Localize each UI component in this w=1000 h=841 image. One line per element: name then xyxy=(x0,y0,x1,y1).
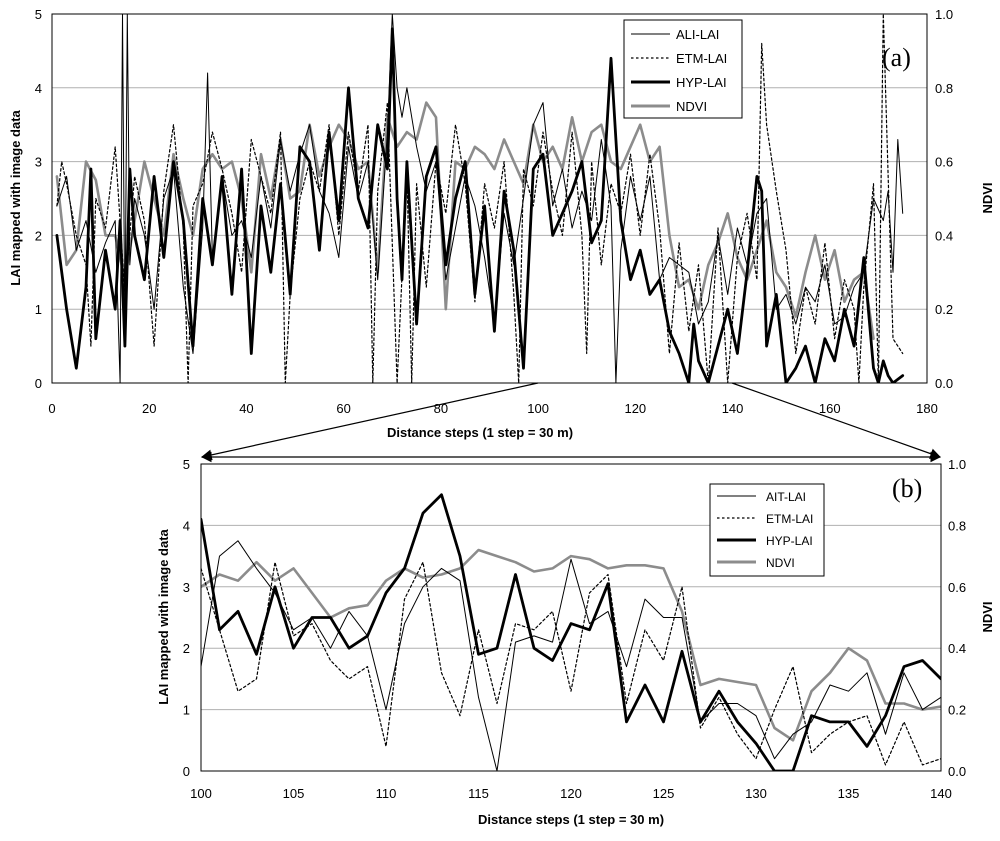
y-tick-label: 3 xyxy=(183,580,190,595)
y-tick-label: 5 xyxy=(183,457,190,472)
series-line-hyp-lai xyxy=(201,493,941,771)
panel-a-legend-label-hyp: HYP-LAI xyxy=(676,75,727,90)
y-tick-label: 4 xyxy=(183,518,190,533)
panel-b-x-axis-title: Distance steps (1 step = 30 m) xyxy=(478,812,664,827)
panel-a-y-tick-labels: 0 1 2 3 4 5 xyxy=(35,7,42,391)
y2-tick-label: 0.4 xyxy=(948,641,966,656)
y2-tick-label: 0.4 xyxy=(935,228,953,243)
panel-a-plot-frame xyxy=(51,13,928,384)
y2-tick-label: 0.2 xyxy=(935,302,953,317)
x-tick-label: 180 xyxy=(916,401,938,416)
panel-b-legend-label-ndvi: NDVI xyxy=(766,556,795,570)
series-line-etm-lai xyxy=(201,561,941,766)
y-tick-label: 3 xyxy=(35,155,42,170)
x-tick-label: 130 xyxy=(745,786,767,801)
series-line-ndvi xyxy=(201,548,941,742)
x-tick-label: 115 xyxy=(468,786,489,801)
panel-b-y-axis-title: LAI mapped with image data xyxy=(156,528,171,704)
series-line-ait-lai xyxy=(201,540,941,771)
x-tick-label: 40 xyxy=(239,401,253,416)
y-tick-label: 1 xyxy=(35,302,42,317)
x-tick-label: 0 xyxy=(48,401,55,416)
panel-a-x-axis-title: Distance steps (1 step = 30 m) xyxy=(387,425,573,440)
x-tick-label: 160 xyxy=(819,401,841,416)
y2-tick-label: 0.8 xyxy=(948,518,966,533)
panel-a-y-axis-title: LAI mapped with image data xyxy=(8,109,23,285)
y-tick-label: 2 xyxy=(35,228,42,243)
panel-a-legend-label-ndvi: NDVI xyxy=(676,99,707,114)
x-tick-label: 100 xyxy=(527,401,549,416)
panel-b-legend-label-hyp: HYP-LAI xyxy=(766,534,813,548)
panel-b-legend-label-ait: AIT-LAI xyxy=(766,490,806,504)
panel-b-series xyxy=(201,493,941,771)
x-tick-label: 20 xyxy=(142,401,156,416)
y2-tick-label: 0.8 xyxy=(935,81,953,96)
panel-a-legend-label-ali: ALI-LAI xyxy=(676,27,719,42)
panel-b-y2-tick-labels: 0.0 0.2 0.4 0.6 0.8 1.0 xyxy=(948,457,966,779)
y-tick-label: 5 xyxy=(35,7,42,22)
x-tick-label: 140 xyxy=(930,786,952,801)
panel-b-legend-label-etm: ETM-LAI xyxy=(766,512,813,526)
panel-a-label: (a) xyxy=(882,43,911,72)
panel-a-legend: ALI-LAI ETM-LAI HYP-LAI NDVI xyxy=(623,19,743,119)
y-tick-label: 1 xyxy=(183,703,190,718)
x-tick-label: 135 xyxy=(838,786,860,801)
y2-tick-label: 0.6 xyxy=(948,580,966,595)
x-tick-label: 105 xyxy=(283,786,305,801)
x-tick-label: 120 xyxy=(560,786,582,801)
y2-tick-label: 0.0 xyxy=(935,376,953,391)
zoom-connectors xyxy=(200,382,942,463)
y2-tick-label: 1.0 xyxy=(935,7,953,22)
y2-tick-label: 0.0 xyxy=(948,764,966,779)
panel-a-legend-label-etm: ETM-LAI xyxy=(676,51,727,66)
y-tick-label: 4 xyxy=(35,81,42,96)
y-tick-label: 0 xyxy=(35,376,42,391)
x-tick-label: 110 xyxy=(376,786,397,801)
y-tick-label: 0 xyxy=(183,764,190,779)
panel-a-series xyxy=(55,14,905,383)
series-line-hyp-lai xyxy=(55,27,905,383)
x-tick-label: 125 xyxy=(653,786,675,801)
y2-tick-label: 0.6 xyxy=(935,155,953,170)
zoom-arrow-right xyxy=(731,382,942,459)
x-tick-label: 140 xyxy=(722,401,744,416)
x-tick-label: 100 xyxy=(190,786,212,801)
x-tick-label: 120 xyxy=(624,401,646,416)
series-line-etm-lai xyxy=(56,14,904,383)
y2-tick-label: 1.0 xyxy=(948,457,966,472)
y2-tick-label: 0.2 xyxy=(948,703,966,718)
panel-a-legend-box xyxy=(623,19,743,119)
panel-b-plot-frame xyxy=(200,463,942,772)
panel-b-legend: AIT-LAI ETM-LAI HYP-LAI NDVI xyxy=(709,483,825,577)
panel-a-y2-tick-labels: 0.0 0.2 0.4 0.6 0.8 1.0 xyxy=(935,7,953,391)
series-line-ali-lai xyxy=(56,14,904,383)
panel-b-label: (b) xyxy=(892,474,922,503)
y-tick-label: 2 xyxy=(183,641,190,656)
panel-b-y-tick-labels: 0 1 2 3 4 5 xyxy=(183,457,190,779)
panel-a-y2-axis-title: NDVI xyxy=(980,182,995,213)
panel-b-x-tick-labels: 100 105 110 115 120 125 130 135 140 xyxy=(190,786,952,801)
zoom-arrow-left xyxy=(200,382,539,461)
panel-b-y2-axis-title: NDVI xyxy=(980,601,995,632)
x-tick-label: 60 xyxy=(336,401,350,416)
